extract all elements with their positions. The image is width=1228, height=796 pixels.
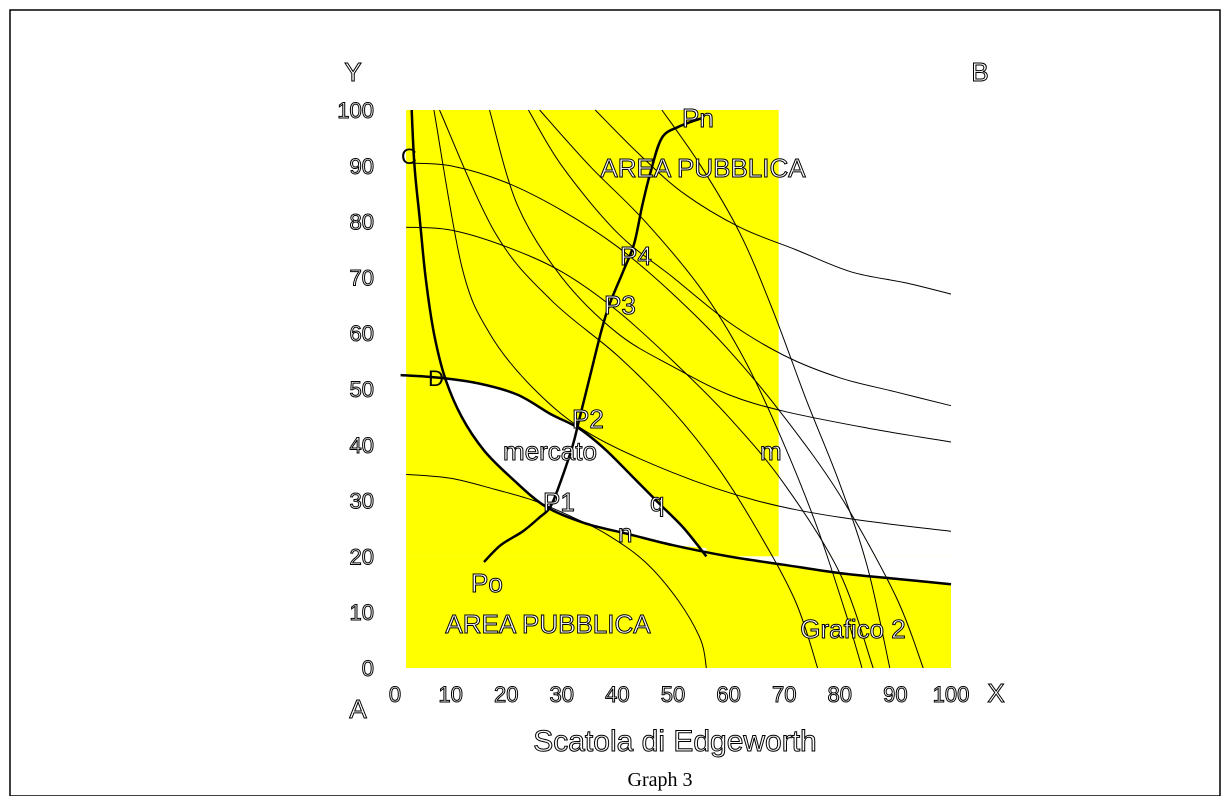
origin-a-label: A <box>349 694 367 724</box>
area-pubblica-label-bottom: AREA PUBBLICA <box>445 609 651 639</box>
indifference-curve-5 <box>489 109 952 443</box>
point-p2-label: P2 <box>572 404 604 434</box>
x-tick-label: 50 <box>661 682 685 707</box>
x-tick-label: 70 <box>772 682 796 707</box>
indifference-curve-2 <box>406 226 874 669</box>
grafico-label: Grafico 2 <box>800 614 906 644</box>
x-tick-label: 10 <box>438 682 462 707</box>
indifference-curve-8 <box>439 109 819 669</box>
origin-b-label: B <box>971 57 988 87</box>
point-p4-label: P4 <box>620 241 652 271</box>
mercato-label: mercato <box>503 436 597 466</box>
y-tick-label: 70 <box>350 265 374 290</box>
x-axis-label: X <box>987 678 1004 708</box>
white-region-tail <box>728 556 951 585</box>
contract-curve <box>483 117 702 563</box>
y-tick-label: 80 <box>350 210 374 235</box>
point-c-label: C <box>401 144 417 169</box>
x-tick-label: 0 <box>389 682 401 707</box>
figure-caption: Graph 3 <box>628 769 693 791</box>
indifference-curve-4 <box>433 109 952 532</box>
x-tick-label: 30 <box>550 682 574 707</box>
market-lens <box>439 377 707 557</box>
D-curve <box>400 373 708 558</box>
y-tick-label: 40 <box>350 433 374 458</box>
y-tick-label: 20 <box>350 544 374 569</box>
x-tick-label: 40 <box>605 682 629 707</box>
point-m-label: m <box>760 436 782 466</box>
point-pn-label: Pn <box>682 103 714 133</box>
x-tick-label: 90 <box>883 682 907 707</box>
y-tick-label: 90 <box>350 154 374 179</box>
edgeworth-box-chart: 0 10 20 30 40 50 60 70 80 90 100 0 10 20 30 40 50 60 70 80 9… <box>337 57 1005 792</box>
boundary-curves-layer <box>400 109 952 586</box>
point-n-label: n <box>618 518 632 548</box>
C-curve <box>410 109 952 586</box>
point-p3-label: P3 <box>604 290 636 320</box>
y-tick-label: 60 <box>350 321 374 346</box>
y-tick-label: 30 <box>350 489 374 514</box>
y-axis-label: Y <box>344 57 361 87</box>
point-d-label: D <box>428 366 444 391</box>
indifference-curve-10 <box>661 109 891 669</box>
area-pubblica-label-top: AREA PUBBLICA <box>600 153 806 183</box>
y-tick-label: 10 <box>350 600 374 625</box>
y-tick-label: 100 <box>337 98 374 123</box>
x-tick-label: 100 <box>933 682 970 707</box>
x-tick-label: 60 <box>716 682 740 707</box>
indifference-curve-3 <box>406 162 924 669</box>
y-tick-label: 0 <box>362 656 374 681</box>
indifference-curve-7 <box>594 109 952 295</box>
axis-layer: 0 10 20 30 40 50 60 70 80 90 100 0 10 20 30 40 50 60 70 80 9… <box>337 98 970 708</box>
y-tick-label: 50 <box>350 377 374 402</box>
indifference-curve-6 <box>527 109 952 407</box>
indifference-curve-9 <box>539 109 863 669</box>
point-po-label: Po <box>471 568 503 598</box>
point-p1-label: P1 <box>543 487 575 517</box>
x-tick-label: 20 <box>494 682 518 707</box>
x-tick-label: 80 <box>828 682 852 707</box>
labels-layer: Y X B A Scatola di Edgeworth AREA PUBBLI… <box>344 57 1005 759</box>
point-q-label: q <box>650 487 664 517</box>
chart-title: Scatola di Edgeworth <box>533 725 817 758</box>
